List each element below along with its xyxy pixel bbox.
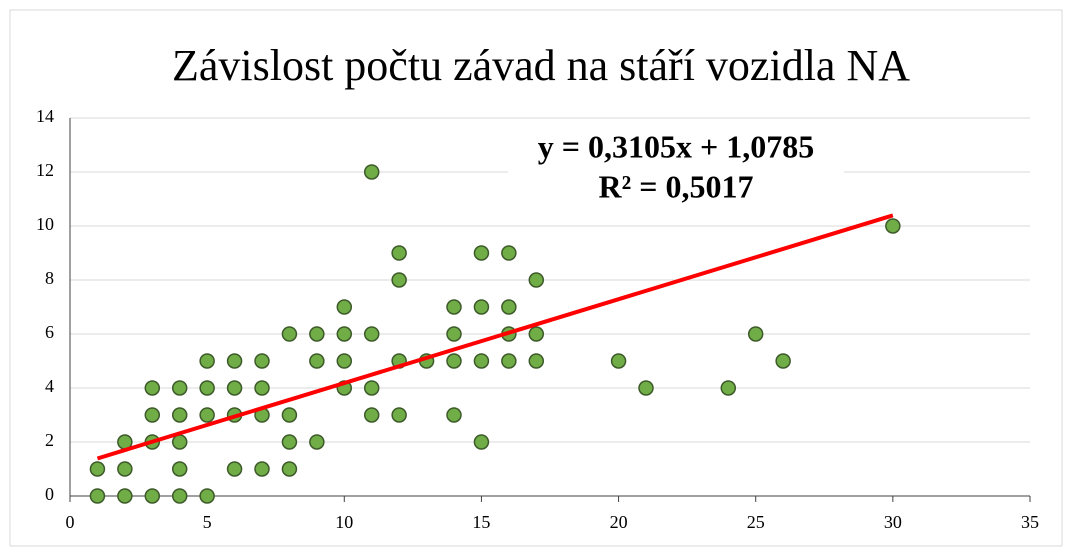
y-tick-label: 12 bbox=[36, 160, 54, 180]
scatter-point bbox=[528, 272, 545, 288]
scatter-point bbox=[446, 407, 462, 423]
scatter-point bbox=[720, 380, 737, 396]
scatter-point bbox=[117, 461, 133, 477]
scatter-point bbox=[89, 488, 106, 504]
scatter-point bbox=[171, 434, 188, 450]
scatter-point bbox=[336, 326, 353, 342]
annotation-bg bbox=[508, 126, 844, 216]
scatter-point bbox=[281, 407, 298, 423]
y-tick-label: 6 bbox=[45, 322, 54, 342]
scatter-point bbox=[336, 299, 353, 315]
x-tick-label: 10 bbox=[335, 512, 353, 532]
chart-title: Závislost počtu závad na stáří vozidla N… bbox=[172, 41, 910, 90]
y-tick-label: 2 bbox=[45, 430, 54, 450]
scatter-point bbox=[171, 461, 188, 477]
scatter-point bbox=[144, 407, 161, 423]
scatter-point bbox=[226, 461, 243, 477]
scatter-point bbox=[281, 461, 298, 477]
scatter-point bbox=[226, 353, 243, 369]
scatter-point bbox=[501, 299, 517, 315]
scatter-point bbox=[144, 488, 161, 504]
y-tick-label: 8 bbox=[45, 268, 54, 288]
scatter-point bbox=[363, 380, 380, 396]
scatter-point bbox=[363, 407, 380, 423]
scatter-point bbox=[199, 407, 215, 423]
scatter-point bbox=[309, 326, 325, 342]
scatter-point bbox=[391, 407, 407, 423]
scatter-point bbox=[638, 380, 654, 396]
scatter-point bbox=[473, 353, 490, 369]
annotation: y = 0,3105x + 1,0785 bbox=[538, 128, 814, 164]
scatter-point bbox=[363, 326, 380, 342]
scatter-point bbox=[309, 434, 325, 450]
scatter-point bbox=[446, 326, 462, 342]
x-tick-label: 5 bbox=[203, 512, 212, 532]
scatter-point bbox=[446, 299, 462, 315]
scatter-point bbox=[747, 326, 764, 342]
scatter-point bbox=[473, 245, 490, 261]
y-tick-label: 10 bbox=[36, 214, 54, 234]
annotation: R² = 0,5017 bbox=[599, 168, 754, 204]
scatter-point bbox=[391, 245, 407, 261]
scatter-point bbox=[199, 488, 215, 504]
scatter-point bbox=[528, 353, 545, 369]
scatter-point bbox=[610, 353, 627, 369]
scatter-point bbox=[473, 299, 490, 315]
scatter-point bbox=[446, 353, 462, 369]
scatter-point bbox=[775, 353, 791, 369]
trend-line bbox=[96, 213, 894, 461]
x-tick-label: 0 bbox=[66, 512, 75, 532]
scatter-point bbox=[226, 380, 243, 396]
scatter-point bbox=[281, 434, 298, 450]
y-tick-label: 14 bbox=[36, 106, 54, 126]
x-tick-label: 15 bbox=[472, 512, 490, 532]
scatter-point bbox=[171, 380, 188, 396]
scatter-point bbox=[501, 245, 517, 261]
scatter-point bbox=[254, 461, 270, 477]
scatter-point bbox=[336, 353, 353, 369]
scatter-point bbox=[171, 407, 188, 423]
scatter-point bbox=[309, 353, 325, 369]
x-tick-label: 30 bbox=[884, 512, 902, 532]
x-tick-label: 25 bbox=[747, 512, 765, 532]
x-tick-label: 20 bbox=[610, 512, 628, 532]
scatter-point bbox=[363, 164, 380, 180]
scatter-point bbox=[117, 488, 133, 504]
x-tick-label: 35 bbox=[1021, 512, 1039, 532]
scatter-point bbox=[391, 272, 407, 288]
scatter-point bbox=[501, 353, 517, 369]
scatter-point bbox=[473, 434, 490, 450]
scatter-point bbox=[199, 353, 215, 369]
y-tick-label: 4 bbox=[45, 376, 54, 396]
scatter-point bbox=[144, 380, 161, 396]
scatter-point bbox=[885, 218, 901, 234]
scatter-point bbox=[171, 488, 188, 504]
scatter-point bbox=[254, 353, 270, 369]
y-tick-label: 0 bbox=[45, 484, 54, 504]
scatter-point bbox=[199, 380, 215, 396]
scatter-point bbox=[254, 380, 270, 396]
scatter-point bbox=[89, 461, 106, 477]
scatter-point bbox=[281, 326, 298, 342]
scatter-point bbox=[528, 326, 545, 342]
